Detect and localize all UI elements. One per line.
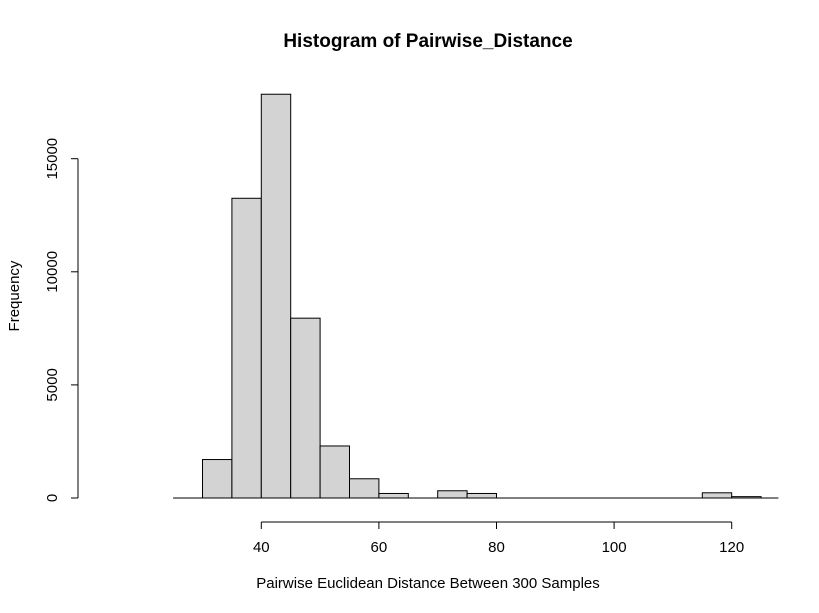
- x-tick-label: 40: [253, 539, 270, 556]
- y-axis: 0 5000 10000 15000: [44, 138, 79, 502]
- histogram-bar: [349, 478, 380, 499]
- y-axis-label: Frequency: [6, 260, 23, 331]
- x-tick-label: 80: [488, 539, 505, 556]
- histogram-bar: [290, 317, 321, 499]
- x-tick-label: 120: [719, 539, 744, 556]
- histogram-bar: [319, 445, 351, 499]
- x-axis: 40 60 80 100 120: [173, 497, 779, 556]
- chart-title: Histogram of Pairwise_Distance: [283, 31, 572, 52]
- x-axis-label: Pairwise Euclidean Distance Between 300 …: [256, 575, 600, 592]
- histogram-bar: [378, 492, 409, 499]
- x-tick-label: 100: [602, 539, 627, 556]
- histogram-bar: [466, 492, 498, 499]
- y-tick-label: 10000: [44, 251, 61, 293]
- y-tick-label: 5000: [44, 368, 61, 401]
- histogram-bar: [231, 197, 262, 499]
- x-tick-label: 60: [371, 539, 388, 556]
- histogram-bar: [437, 490, 468, 499]
- histogram-bar: [701, 492, 733, 499]
- bars-group: [202, 93, 762, 499]
- histogram-bar: [260, 93, 292, 499]
- histogram-bar: [202, 459, 233, 499]
- y-tick-label: 0: [44, 494, 61, 502]
- y-tick-label: 15000: [44, 138, 61, 180]
